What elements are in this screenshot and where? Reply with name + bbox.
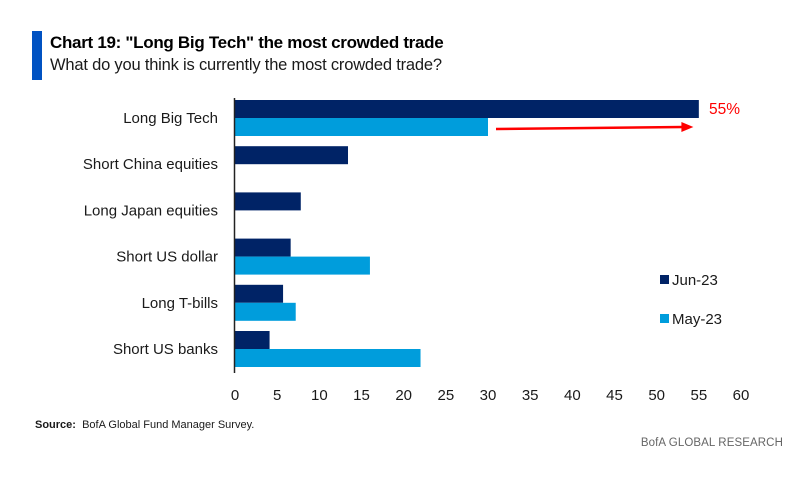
bar-jun-23-3	[235, 238, 291, 257]
category-label: Short US dollar	[116, 249, 218, 266]
category-label: Long T-bills	[142, 295, 218, 312]
x-tick-label: 25	[437, 387, 454, 404]
source-text: BofA Global Fund Manager Survey.	[82, 419, 255, 431]
x-tick-label: 30	[480, 387, 497, 404]
category-label: Long Japan equities	[84, 202, 218, 219]
category-label: Long Big Tech	[123, 110, 218, 127]
x-tick-label: 10	[311, 387, 328, 404]
x-tick-label: 60	[733, 387, 750, 404]
x-tick-label: 55	[690, 387, 707, 404]
legend-label: May-23	[672, 311, 722, 328]
bar-jun-23-0	[235, 100, 699, 118]
bar-jun-23-5	[235, 331, 270, 349]
bar-jun-23-2	[235, 192, 301, 211]
annotation-arrow-head	[681, 122, 694, 132]
x-tick-label: 20	[395, 387, 412, 404]
bar-may-23-0	[235, 118, 488, 136]
bar-jun-23-4	[235, 284, 284, 303]
chart-title: Chart 19: "Long Big Tech" the most crowd…	[50, 33, 444, 52]
brand-label: BofA GLOBAL RESEARCH	[640, 437, 783, 449]
bar-jun-23-1	[235, 146, 349, 165]
title-accent-bar	[32, 31, 42, 80]
x-tick-label: 40	[564, 387, 581, 404]
source-label: Source:	[35, 419, 76, 431]
x-tick-label: 5	[273, 387, 281, 404]
legend-swatch-may-23	[660, 314, 669, 323]
category-label: Short China equities	[83, 156, 218, 173]
x-tick-label: 35	[522, 387, 539, 404]
category-label: Short US banks	[113, 341, 218, 358]
x-tick-label: 50	[648, 387, 665, 404]
legend-label: Jun-23	[672, 272, 718, 289]
source-note: Source: BofA Global Fund Manager Survey.	[35, 419, 254, 431]
annotation-arrow-shaft	[495, 125, 684, 131]
x-tick-label: 0	[231, 387, 239, 404]
legend-swatch-jun-23	[660, 275, 669, 284]
annotation-label: 55%	[709, 101, 740, 118]
x-tick-label: 15	[353, 387, 370, 404]
chart-subtitle: What do you think is currently the most …	[50, 56, 442, 74]
bar-may-23-5	[235, 349, 421, 367]
bar-may-23-4	[235, 302, 296, 321]
bar-may-23-3	[235, 256, 370, 275]
x-tick-label: 45	[606, 387, 623, 404]
